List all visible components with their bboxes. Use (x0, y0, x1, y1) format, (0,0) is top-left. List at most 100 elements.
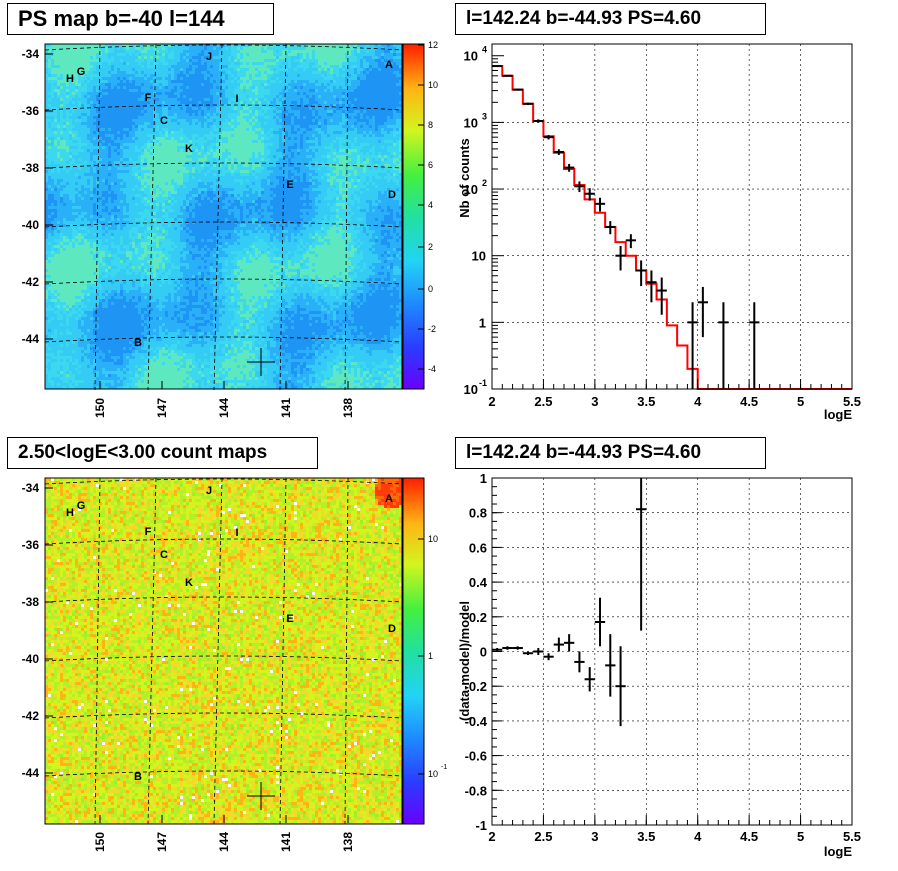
ps-map-pixel (213, 164, 216, 167)
ps-map-pixel (252, 47, 255, 50)
ps-map-pixel (90, 80, 93, 83)
ps-map-pixel (261, 107, 264, 110)
ps-map-pixel (288, 134, 291, 137)
ps-map-pixel (198, 131, 201, 134)
ps-map-pixel (297, 53, 300, 56)
ps-map-pixel (237, 56, 240, 59)
ps-map-pixel (240, 74, 243, 77)
ps-map-pixel (363, 83, 366, 86)
ps-map-pixel (342, 116, 345, 119)
ps-map-pixel (321, 86, 324, 89)
ps-map-pixel (273, 143, 276, 146)
ps-map-pixel (90, 122, 93, 125)
ps-map-pixel (261, 62, 264, 65)
ps-map-pixel (258, 65, 261, 68)
ps-map-pixel (243, 56, 246, 59)
ps-map-pixel (168, 89, 171, 92)
ps-map-pixel (171, 92, 174, 95)
ps-map-pixel (129, 62, 132, 65)
ps-map-pixel (381, 86, 384, 89)
ps-map-pixel (321, 80, 324, 83)
ps-map-pixel (201, 155, 204, 158)
ps-map-pixel (270, 146, 273, 149)
ps-map-pixel (84, 146, 87, 149)
ps-map-pixel (138, 62, 141, 65)
ps-map-pixel (360, 104, 363, 107)
ps-map-pixel (285, 140, 288, 143)
ps-map-pixel (357, 167, 360, 170)
ps-map-pixel (150, 77, 153, 80)
ps-map-pixel (393, 110, 396, 113)
ps-map-pixel (390, 116, 393, 119)
ps-map-pixel (144, 152, 147, 155)
ps-map-pixel (324, 149, 327, 152)
ps-map-pixel (300, 89, 303, 92)
ps-map-pixel (267, 164, 270, 167)
ps-map-pixel (369, 152, 372, 155)
ps-map-pixel (48, 86, 51, 89)
ps-map-pixel (150, 137, 153, 140)
ps-map-pixel (183, 101, 186, 104)
ps-map-pixel (357, 77, 360, 80)
ps-map-pixel (66, 86, 69, 89)
ps-map-pixel (210, 95, 213, 98)
ps-map-pixel (51, 119, 54, 122)
ps-map-pixel (351, 155, 354, 158)
ps-map-pixel (339, 68, 342, 71)
ps-map-pixel (201, 164, 204, 167)
ps-map-pixel (375, 137, 378, 140)
ps-map-pixel (69, 95, 72, 98)
ps-map-pixel (249, 107, 252, 110)
ps-map-pixel (318, 116, 321, 119)
ps-map-pixel (312, 65, 315, 68)
ps-map-pixel (198, 95, 201, 98)
ps-map-pixel (165, 146, 168, 149)
ps-map-pixel (105, 134, 108, 137)
ps-map-pixel (87, 125, 90, 128)
ps-map-pixel (336, 47, 339, 50)
ps-map-pixel (159, 95, 162, 98)
ps-map-pixel (120, 167, 123, 170)
ps-map-pixel (348, 131, 351, 134)
ps-map-pixel (57, 74, 60, 77)
ps-map-pixel (216, 155, 219, 158)
ps-map-pixel (330, 80, 333, 83)
ps-map-pixel (318, 74, 321, 77)
ps-map-pixel (123, 62, 126, 65)
ps-map-pixel (330, 92, 333, 95)
ps-map-pixel (387, 128, 390, 131)
ps-map-pixel (189, 65, 192, 68)
ps-map-pixel (108, 116, 111, 119)
ps-map-pixel (90, 86, 93, 89)
ps-map-pixel (216, 74, 219, 77)
ps-map-pixel (243, 50, 246, 53)
ps-map-pixel (195, 86, 198, 89)
ps-map-pixel (234, 107, 237, 110)
ps-map-pixel (51, 161, 54, 164)
ps-map-pixel (369, 116, 372, 119)
ps-map-pixel (201, 92, 204, 95)
ps-map-pixel (360, 146, 363, 149)
ps-map-pixel (384, 113, 387, 116)
ps-map-pixel (339, 86, 342, 89)
ps-map-pixel (237, 128, 240, 131)
ps-map-pixel (93, 143, 96, 146)
ps-map-pixel (312, 62, 315, 65)
ps-map-pixel (264, 152, 267, 155)
ps-map-pixel (75, 131, 78, 134)
ps-map-pixel (369, 125, 372, 128)
ps-map-pixel (387, 71, 390, 74)
ps-map-pixel (339, 131, 342, 134)
ps-map-pixel (387, 155, 390, 158)
ps-map-pixel (288, 65, 291, 68)
ps-map-pixel (171, 47, 174, 50)
ps-map-pixel (186, 68, 189, 71)
ps-map-pixel (81, 59, 84, 62)
ps-map-pixel (294, 119, 297, 122)
ps-map-pixel (69, 68, 72, 71)
ps-map-pixel (81, 161, 84, 164)
ps-map-pixel (315, 149, 318, 152)
ps-map-pixel (114, 155, 117, 158)
ps-map-pixel (180, 92, 183, 95)
ps-map-pixel (249, 50, 252, 53)
